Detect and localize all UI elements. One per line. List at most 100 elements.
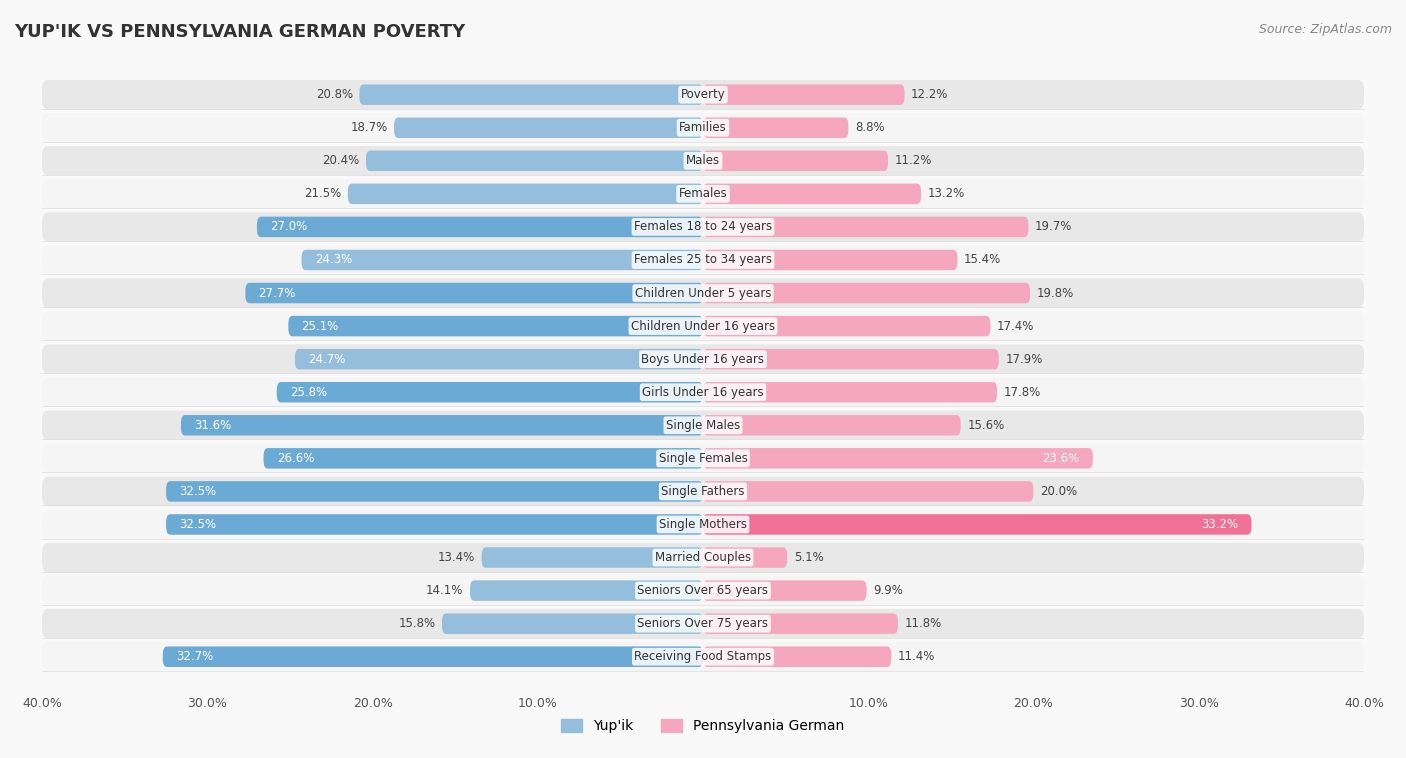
Text: 21.5%: 21.5% [304,187,342,200]
FancyBboxPatch shape [42,212,1364,242]
FancyBboxPatch shape [166,514,703,534]
Text: 33.2%: 33.2% [1201,518,1239,531]
Text: 17.9%: 17.9% [1005,352,1043,365]
FancyBboxPatch shape [181,415,703,436]
Text: Single Females: Single Females [658,452,748,465]
Text: 12.2%: 12.2% [911,88,949,101]
FancyBboxPatch shape [42,642,1364,672]
Text: Girls Under 16 years: Girls Under 16 years [643,386,763,399]
FancyBboxPatch shape [263,448,703,468]
FancyBboxPatch shape [42,443,1364,473]
FancyBboxPatch shape [703,84,904,105]
Text: Married Couples: Married Couples [655,551,751,564]
FancyBboxPatch shape [257,217,703,237]
FancyBboxPatch shape [42,179,1364,208]
FancyBboxPatch shape [703,349,998,369]
Text: YUP'IK VS PENNSYLVANIA GERMAN POVERTY: YUP'IK VS PENNSYLVANIA GERMAN POVERTY [14,23,465,41]
FancyBboxPatch shape [166,481,703,502]
Text: 20.8%: 20.8% [315,88,353,101]
Text: 15.4%: 15.4% [965,253,1001,267]
Text: 32.5%: 32.5% [180,485,217,498]
Text: 23.6%: 23.6% [1042,452,1080,465]
FancyBboxPatch shape [703,647,891,667]
Text: 27.0%: 27.0% [270,221,308,233]
FancyBboxPatch shape [246,283,703,303]
FancyBboxPatch shape [360,84,703,105]
Text: 20.4%: 20.4% [322,155,360,168]
Text: 26.6%: 26.6% [277,452,314,465]
FancyBboxPatch shape [347,183,703,204]
Text: 19.7%: 19.7% [1035,221,1073,233]
Text: 11.2%: 11.2% [894,155,932,168]
Text: 15.6%: 15.6% [967,418,1004,432]
Text: 31.6%: 31.6% [194,418,232,432]
FancyBboxPatch shape [703,151,889,171]
FancyBboxPatch shape [42,80,1364,109]
Text: 25.8%: 25.8% [290,386,328,399]
Text: Boys Under 16 years: Boys Under 16 years [641,352,765,365]
Text: Females 25 to 34 years: Females 25 to 34 years [634,253,772,267]
Text: Females 18 to 24 years: Females 18 to 24 years [634,221,772,233]
FancyBboxPatch shape [42,312,1364,341]
FancyBboxPatch shape [482,547,703,568]
FancyBboxPatch shape [42,377,1364,407]
FancyBboxPatch shape [703,382,997,402]
FancyBboxPatch shape [703,117,848,138]
FancyBboxPatch shape [295,349,703,369]
Text: 32.5%: 32.5% [180,518,217,531]
FancyBboxPatch shape [42,278,1364,308]
Text: 9.9%: 9.9% [873,584,903,597]
Text: Single Fathers: Single Fathers [661,485,745,498]
FancyBboxPatch shape [42,543,1364,572]
Text: 15.8%: 15.8% [398,617,436,630]
Text: 25.1%: 25.1% [301,320,339,333]
FancyBboxPatch shape [42,344,1364,374]
Text: 18.7%: 18.7% [350,121,388,134]
Text: Single Mothers: Single Mothers [659,518,747,531]
Text: 32.7%: 32.7% [176,650,214,663]
Text: 17.8%: 17.8% [1004,386,1040,399]
Text: Children Under 16 years: Children Under 16 years [631,320,775,333]
FancyBboxPatch shape [42,477,1364,506]
FancyBboxPatch shape [394,117,703,138]
Text: 13.4%: 13.4% [437,551,475,564]
Text: 24.3%: 24.3% [315,253,352,267]
FancyBboxPatch shape [42,510,1364,539]
Text: 19.8%: 19.8% [1036,287,1074,299]
FancyBboxPatch shape [42,246,1364,274]
FancyBboxPatch shape [703,316,990,337]
Text: 20.0%: 20.0% [1040,485,1077,498]
FancyBboxPatch shape [277,382,703,402]
FancyBboxPatch shape [42,411,1364,440]
FancyBboxPatch shape [703,415,960,436]
FancyBboxPatch shape [470,581,703,601]
Text: 11.8%: 11.8% [904,617,942,630]
FancyBboxPatch shape [703,217,1028,237]
FancyBboxPatch shape [703,183,921,204]
FancyBboxPatch shape [42,146,1364,176]
Text: 8.8%: 8.8% [855,121,884,134]
FancyBboxPatch shape [163,647,703,667]
FancyBboxPatch shape [703,249,957,271]
FancyBboxPatch shape [703,448,1092,468]
Text: Receiving Food Stamps: Receiving Food Stamps [634,650,772,663]
Text: Children Under 5 years: Children Under 5 years [634,287,772,299]
Text: Poverty: Poverty [681,88,725,101]
Text: Males: Males [686,155,720,168]
FancyBboxPatch shape [301,249,703,271]
Legend: Yup'ik, Pennsylvania German: Yup'ik, Pennsylvania German [555,714,851,739]
FancyBboxPatch shape [703,547,787,568]
Text: 11.4%: 11.4% [898,650,935,663]
FancyBboxPatch shape [703,481,1033,502]
Text: 14.1%: 14.1% [426,584,464,597]
FancyBboxPatch shape [703,581,866,601]
Text: 13.2%: 13.2% [928,187,965,200]
FancyBboxPatch shape [42,113,1364,143]
FancyBboxPatch shape [42,576,1364,606]
Text: 17.4%: 17.4% [997,320,1035,333]
Text: 24.7%: 24.7% [308,352,346,365]
Text: Seniors Over 75 years: Seniors Over 75 years [637,617,769,630]
Text: 27.7%: 27.7% [259,287,297,299]
FancyBboxPatch shape [703,613,898,634]
FancyBboxPatch shape [441,613,703,634]
